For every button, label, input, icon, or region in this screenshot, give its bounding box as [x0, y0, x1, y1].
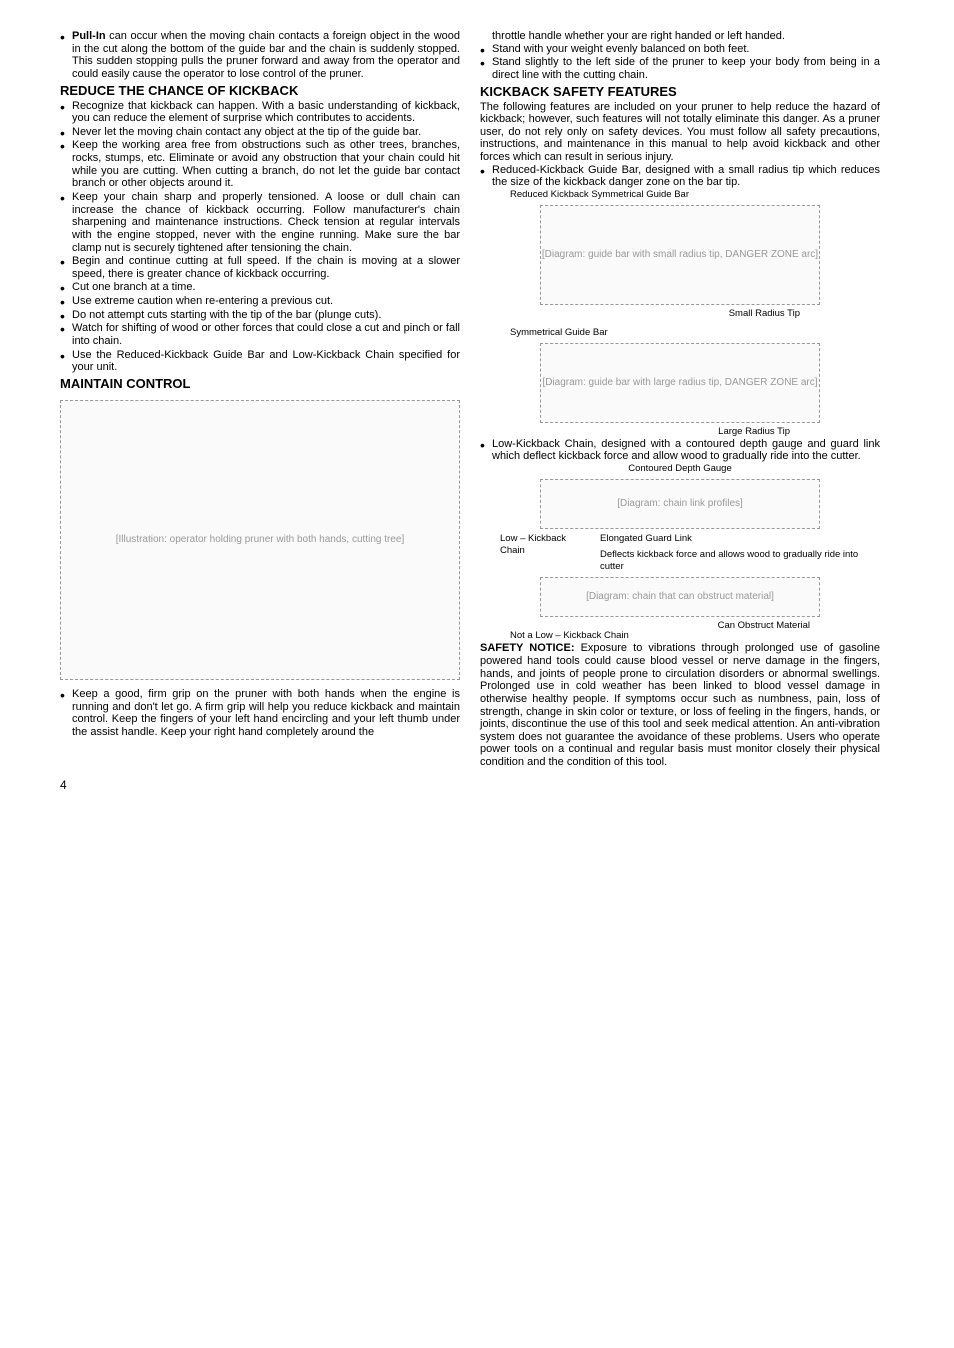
right-column: throttle handle whether your are right h… [480, 30, 880, 769]
list-item: Pull-In can occur when the moving chain … [60, 30, 460, 81]
list-item: Stand with your weight evenly balanced o… [480, 43, 880, 56]
list-item: Stand slightly to the left side of the p… [480, 56, 880, 81]
list-item: Cut one branch at a time. [60, 281, 460, 294]
fig4-caption-bottom: Not a Low – Kickback Chain [510, 631, 880, 642]
fig2-caption-top: Symmetrical Guide Bar [510, 328, 880, 339]
pull-in-list: Pull-In can occur when the moving chain … [60, 30, 460, 81]
left-column: Pull-In can occur when the moving chain … [60, 30, 460, 769]
guide-bar-large-tip-diagram: [Diagram: guide bar with large radius ti… [540, 343, 820, 423]
page: Pull-In can occur when the moving chain … [60, 30, 894, 769]
list-item: Watch for shifting of wood or other forc… [60, 322, 460, 347]
page-number: 4 [60, 779, 894, 793]
fig1-caption-bottom: Small Radius Tip [480, 309, 800, 320]
list-item: Low-Kickback Chain, designed with a cont… [480, 438, 880, 463]
heading-maintain-control: MAINTAIN CONTROL [60, 377, 460, 392]
list-item: Begin and continue cutting at full speed… [60, 255, 460, 280]
features-list-1: Reduced-Kickback Guide Bar, designed wit… [480, 164, 880, 189]
list-item: Do not attempt cuts starting with the ti… [60, 309, 460, 322]
safety-notice-lead: SAFETY NOTICE: [480, 642, 575, 654]
safety-notice-body: Exposure to vibrations through prolonged… [480, 642, 880, 768]
annotation-left: Low – Kickback Chain [500, 533, 590, 573]
heading-reduce-kickback: REDUCE THE CHANCE OF KICKBACK [60, 84, 460, 99]
guide-bar-small-tip-diagram: [Diagram: guide bar with small radius ti… [540, 205, 820, 305]
list-item: Recognize that kickback can happen. With… [60, 100, 460, 125]
chain-annotation-block: Low – Kickback Chain Elongated Guard Lin… [500, 533, 880, 573]
maintain-control-list: Keep a good, firm grip on the pruner wit… [60, 688, 460, 739]
heading-kickback-safety: KICKBACK SAFETY FEATURES [480, 85, 880, 100]
continuation-text: throttle handle whether your are right h… [480, 30, 880, 43]
list-item: Keep your chain sharp and properly tensi… [60, 191, 460, 254]
features-list-2: Low-Kickback Chain, designed with a cont… [480, 438, 880, 463]
not-low-kickback-chain-diagram: [Diagram: chain that can obstruct materi… [540, 577, 820, 617]
safety-notice-paragraph: SAFETY NOTICE: Exposure to vibrations th… [480, 642, 880, 768]
annotation-right: Elongated Guard Link Deflects kickback f… [600, 533, 880, 573]
list-item: Use the Reduced-Kickback Guide Bar and L… [60, 349, 460, 374]
kickback-safety-paragraph: The following features are included on y… [480, 101, 880, 164]
list-item: Keep a good, firm grip on the pruner wit… [60, 688, 460, 739]
list-item: Reduced-Kickback Guide Bar, designed wit… [480, 164, 880, 189]
fig3-caption-top: Contoured Depth Gauge [480, 464, 880, 475]
list-item: Never let the moving chain contact any o… [60, 126, 460, 139]
reduce-kickback-list: Recognize that kickback can happen. With… [60, 100, 460, 374]
stance-list: Stand with your weight evenly balanced o… [480, 43, 880, 82]
operator-illustration: [Illustration: operator holding pruner w… [60, 400, 460, 680]
fig1-caption-top: Reduced Kickback Symmetrical Guide Bar [510, 190, 880, 201]
low-kickback-chain-diagram: [Diagram: chain link profiles] [540, 479, 820, 529]
fig2-caption-bottom: Large Radius Tip [480, 427, 790, 438]
annotation-deflects: Deflects kickback force and allows wood … [600, 549, 880, 573]
list-item: Keep the working area free from obstruct… [60, 139, 460, 190]
list-item: Use extreme caution when re-entering a p… [60, 295, 460, 308]
annotation-elongated: Elongated Guard Link [600, 533, 880, 545]
